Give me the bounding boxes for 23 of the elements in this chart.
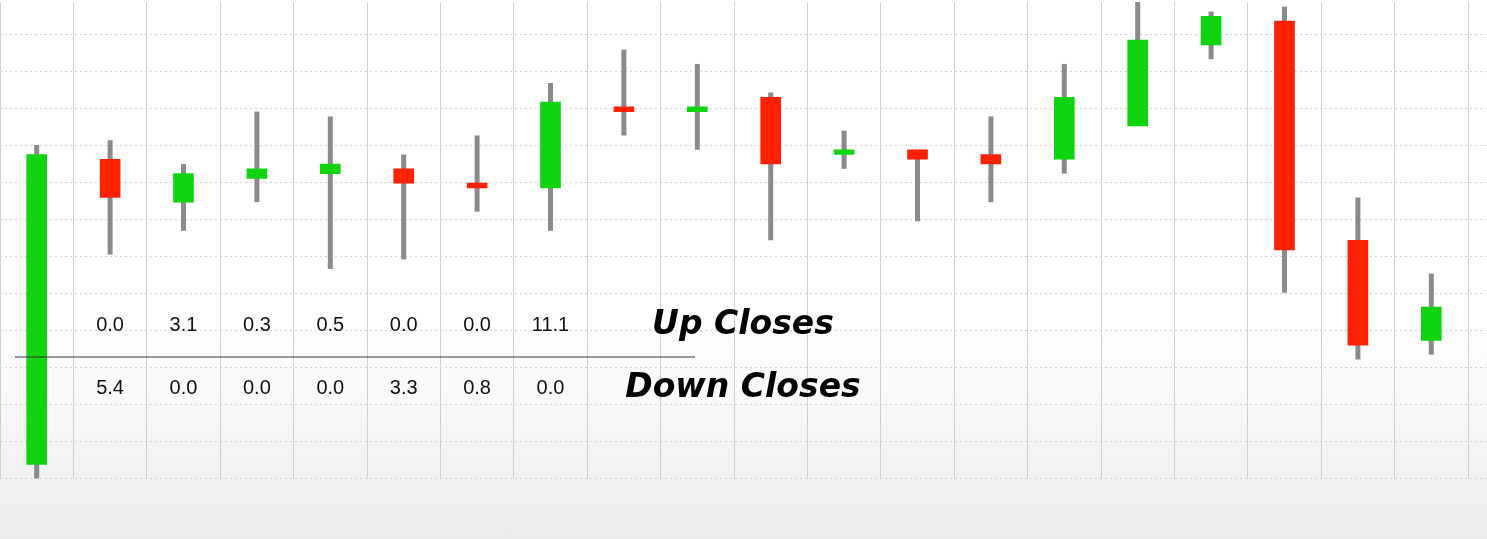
candlestick [319, 116, 341, 269]
annotation: Down Closes [625, 365, 861, 405]
annotation: 0.0 [242, 375, 271, 398]
annotation: 3.1 [169, 312, 198, 335]
candlestick [246, 111, 268, 203]
annotation: 0.8 [463, 375, 492, 398]
annotation: 0.3 [242, 312, 271, 335]
annotation: 5.4 [96, 375, 125, 398]
annotation: 0.0 [316, 375, 345, 398]
annotation: 0.0 [463, 312, 492, 335]
candlestick [980, 116, 1002, 203]
candlestick [833, 130, 855, 169]
annotation: 0.0 [169, 375, 198, 398]
annotation: 0.0 [536, 375, 565, 398]
annotation: 11.1 [531, 312, 570, 335]
annotation: 0.5 [316, 312, 345, 335]
candlestick [907, 149, 928, 222]
annotation: 0.0 [389, 312, 418, 335]
annotation: 3.3 [389, 375, 418, 398]
candlestick [686, 63, 708, 150]
annotation: Up Closes [652, 302, 834, 342]
candlestick [393, 154, 415, 260]
annotation: 0.0 [96, 312, 125, 335]
